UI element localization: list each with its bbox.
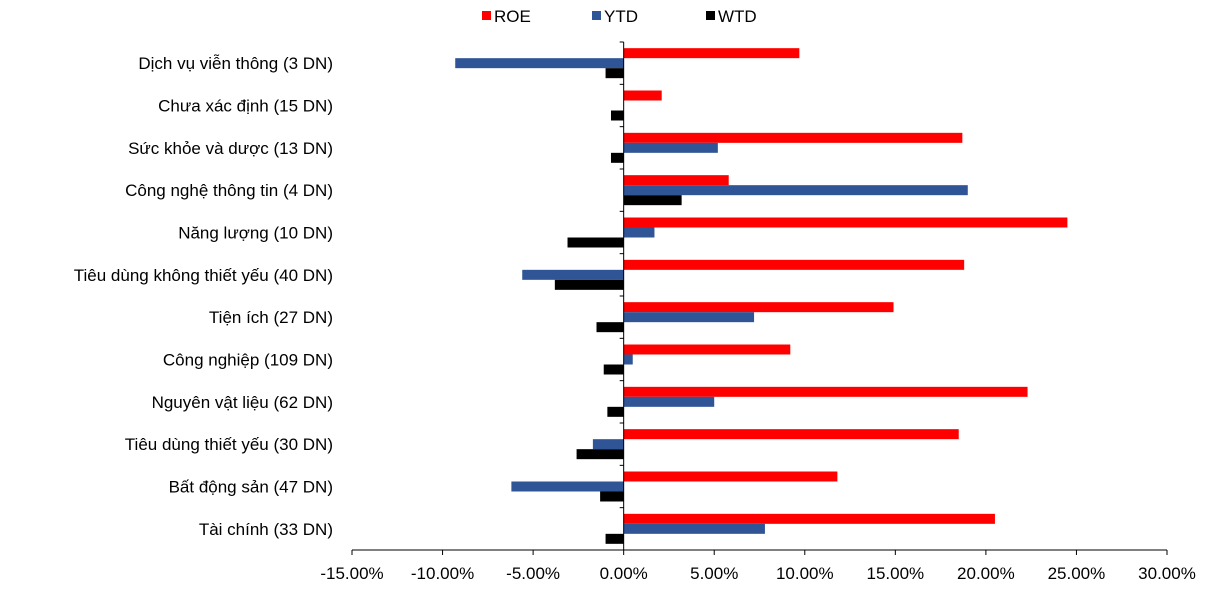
category-labels: Dịch vụ viễn thông (3 DN) Chưa xác định (…	[74, 54, 333, 539]
category-label: Dịch vụ viễn thông (3 DN)	[138, 54, 333, 73]
category-label: Bất động sản (47 DN)	[169, 478, 333, 497]
bar-wtd-1	[610, 110, 624, 121]
bar-wtd-9	[576, 449, 624, 460]
bar-wtd-5	[554, 279, 624, 290]
bar-ytd-2	[623, 142, 718, 153]
bar-ytd-4	[623, 227, 655, 238]
bar-roe-10	[623, 471, 838, 482]
category-label: Công nghệ thông tin (4 DN)	[125, 181, 333, 200]
bar-roe-0	[623, 48, 800, 59]
x-tick-label: -5.00%	[506, 564, 560, 583]
x-tick-label: 10.00%	[776, 564, 834, 583]
bar-roe-5	[623, 259, 965, 270]
bar-roe-9	[623, 429, 959, 440]
bar-wtd-6	[596, 322, 624, 333]
category-label: Tiêu dùng không thiết yếu (40 DN)	[74, 266, 333, 285]
bar-ytd-7	[623, 354, 633, 365]
legend-swatch-roe	[482, 11, 491, 20]
bar-ytd-8	[623, 396, 715, 407]
x-tick-label: 5.00%	[690, 564, 738, 583]
bar-roe-4	[623, 217, 1068, 228]
x-tick-label: 0.00%	[600, 564, 648, 583]
bar-ytd-6	[623, 312, 755, 323]
legend: ROE YTD WTD	[482, 7, 757, 26]
x-tick-label: 15.00%	[866, 564, 924, 583]
legend-label-ytd: YTD	[604, 7, 638, 26]
legend-label-wtd: WTD	[718, 7, 757, 26]
bars-group	[455, 48, 1068, 544]
legend-swatch-wtd	[706, 11, 715, 20]
legend-label-roe: ROE	[494, 7, 531, 26]
legend-swatch-ytd	[592, 11, 601, 20]
bar-ytd-10	[511, 481, 624, 492]
category-label: Sức khỏe và dược (13 DN)	[128, 139, 333, 158]
bar-ytd-0	[455, 58, 624, 69]
bar-wtd-7	[603, 364, 624, 375]
category-label: Nguyên vật liệu (62 DN)	[152, 393, 333, 412]
bar-ytd-9	[592, 439, 624, 450]
x-tick-label: -15.00%	[320, 564, 383, 583]
bar-roe-7	[623, 344, 791, 355]
bar-roe-1	[623, 90, 662, 101]
bar-ytd-5	[522, 269, 624, 280]
bar-wtd-2	[610, 152, 624, 163]
bar-wtd-10	[600, 491, 624, 502]
x-tick-label: -10.00%	[411, 564, 474, 583]
axes: -15.00% -10.00% -5.00% 0.00% 5.00% 10.00% 15.0…	[320, 41, 1196, 583]
category-label: Chưa xác định (15 DN)	[158, 97, 333, 116]
bar-roe-6	[623, 302, 894, 313]
bar-roe-3	[623, 175, 729, 186]
x-tick-label: 30.00%	[1138, 564, 1196, 583]
category-label: Tiêu dùng thiết yếu (30 DN)	[125, 435, 333, 454]
x-tick-label: 20.00%	[957, 564, 1015, 583]
bar-wtd-3	[623, 195, 682, 206]
category-label: Tài chính (33 DN)	[199, 520, 333, 539]
bar-roe-2	[623, 132, 963, 143]
bar-wtd-8	[607, 406, 624, 417]
bar-wtd-4	[567, 237, 624, 248]
category-label: Tiện ích (27 DN)	[209, 308, 333, 327]
bar-roe-11	[623, 513, 995, 524]
bar-wtd-11	[605, 533, 624, 544]
bar-ytd-3	[623, 185, 968, 196]
x-tick-label: 25.00%	[1048, 564, 1106, 583]
bar-ytd-11	[623, 523, 765, 534]
bar-roe-8	[623, 386, 1028, 397]
bar-wtd-0	[605, 68, 624, 79]
category-label: Năng lượng (10 DN)	[178, 224, 333, 243]
category-label: Công nghiệp (109 DN)	[163, 351, 333, 370]
